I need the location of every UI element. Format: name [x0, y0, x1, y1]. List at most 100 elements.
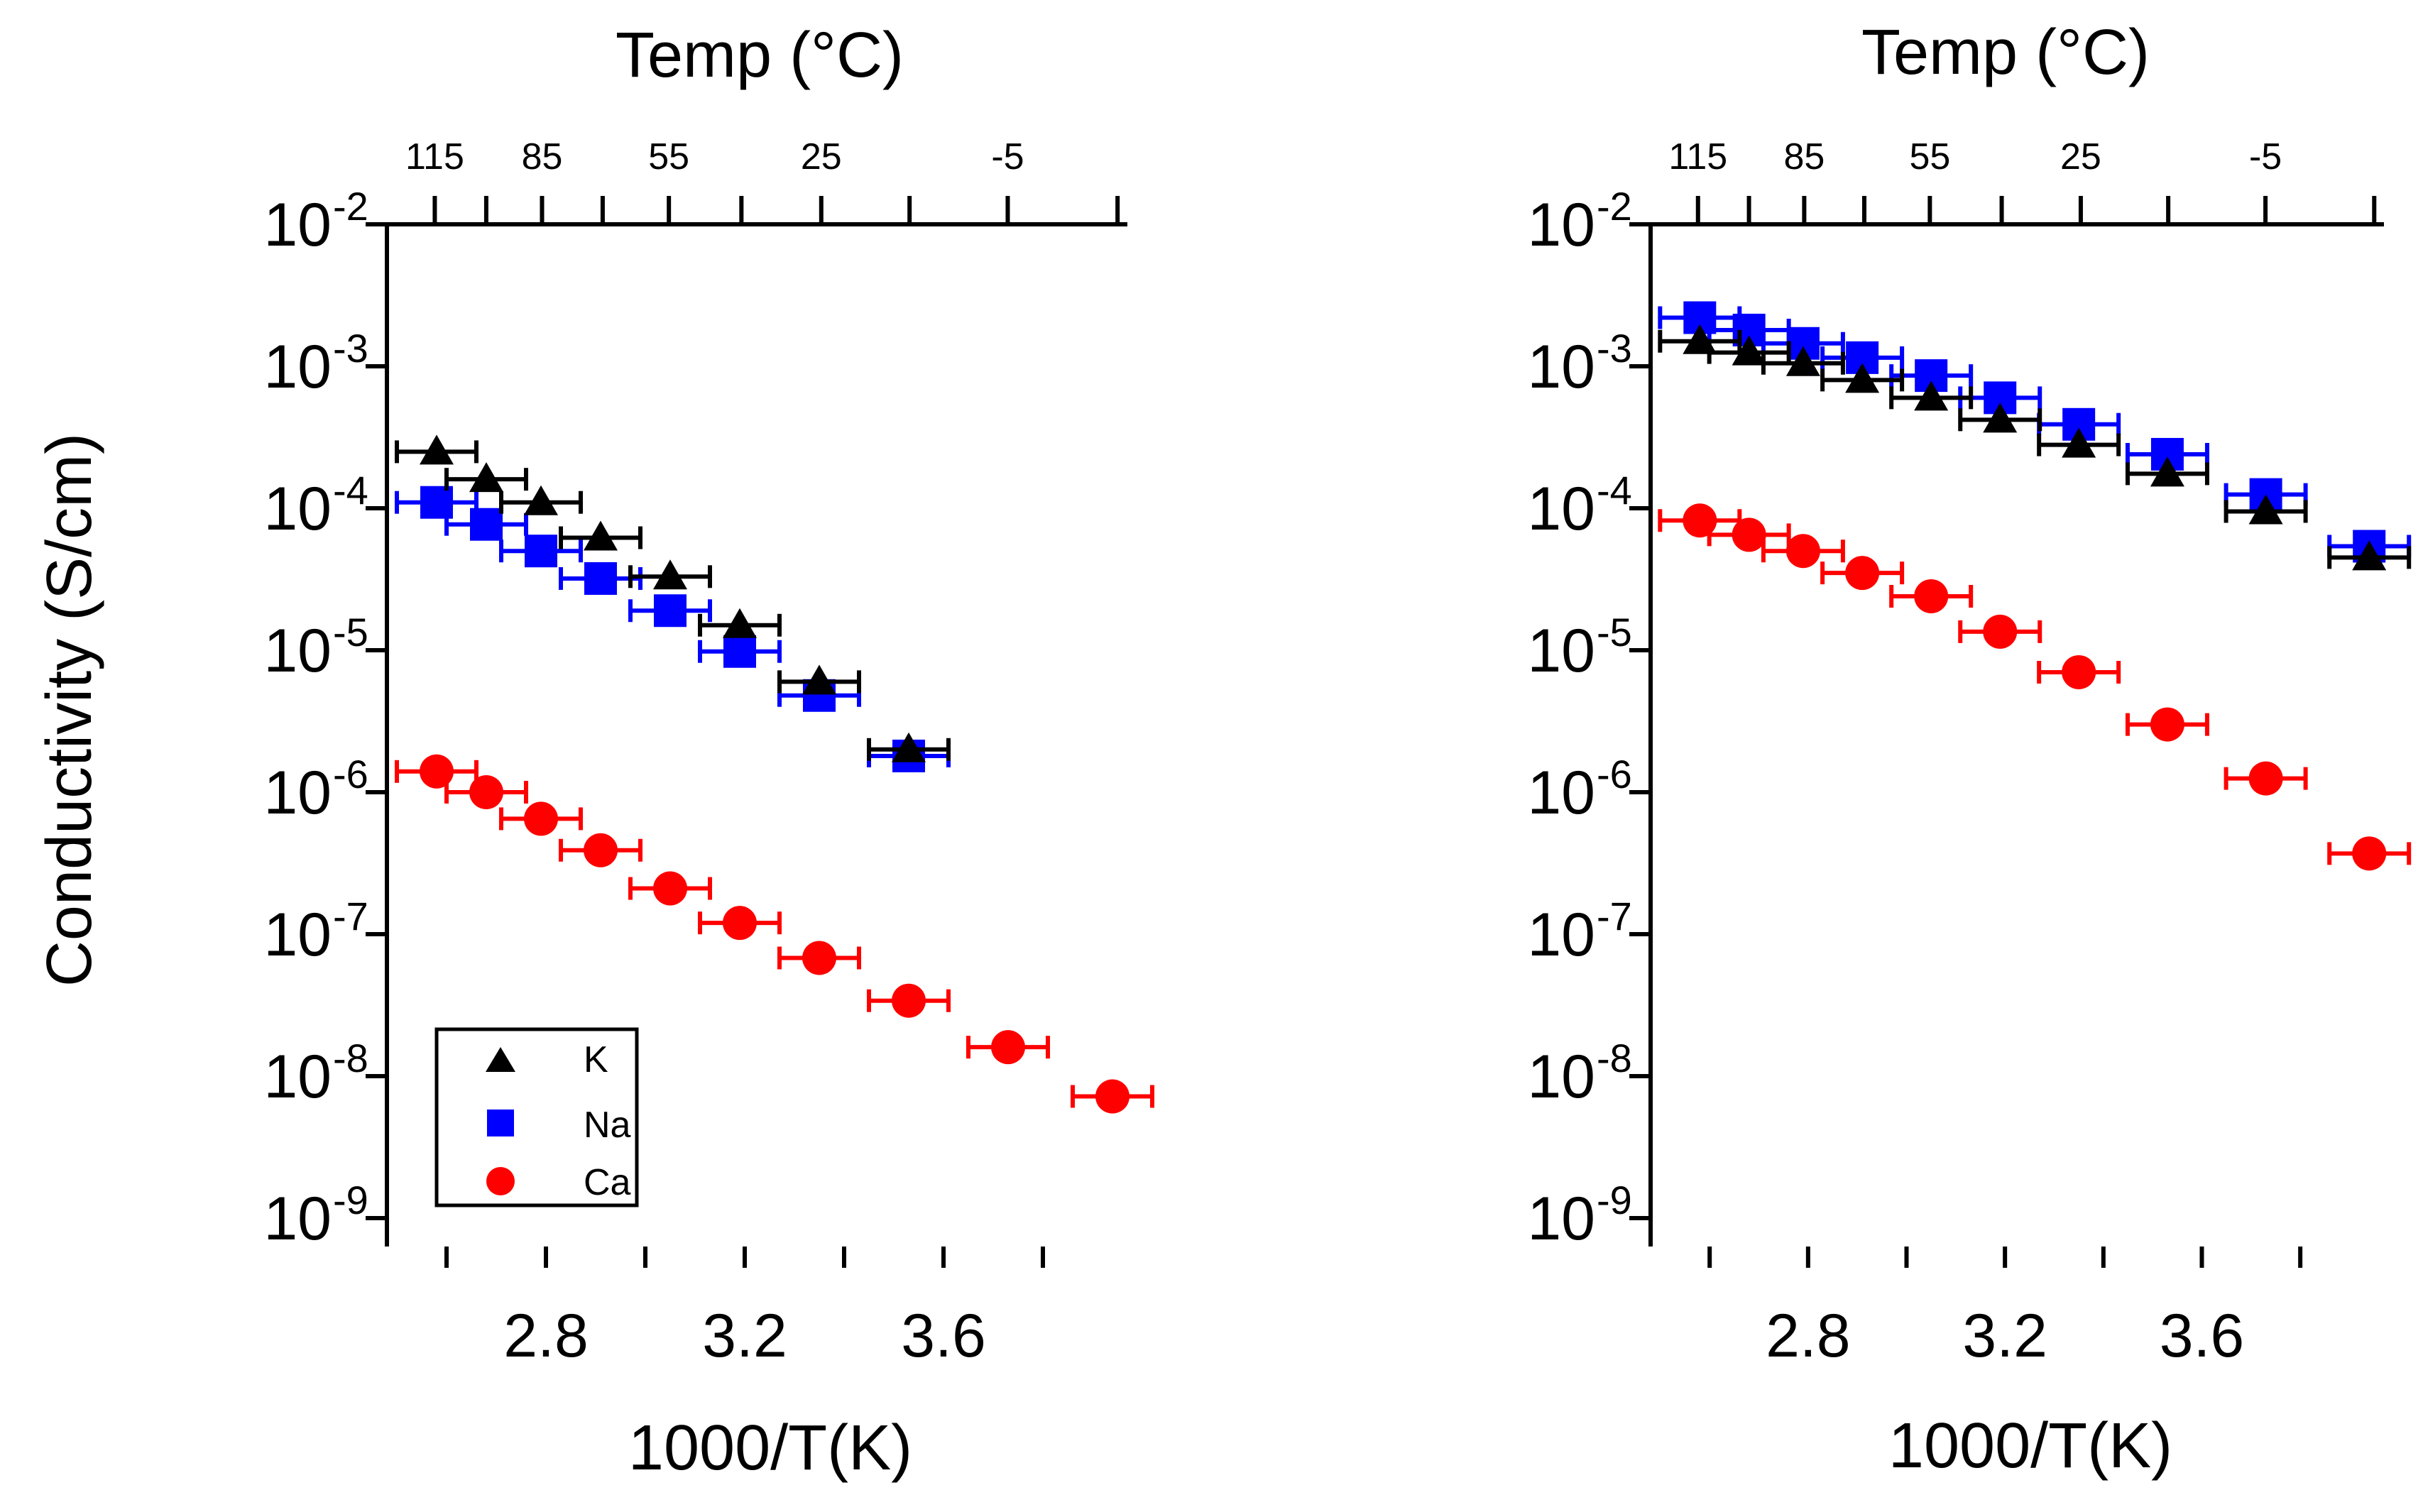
left-ca-point: [420, 754, 454, 789]
right-y-tick-exponent: -7: [1597, 894, 1632, 938]
legend-ca-label: Ca: [584, 1162, 631, 1203]
left-y-tick-label: 10: [263, 191, 332, 259]
right-y-tick-exponent: -4: [1597, 468, 1632, 513]
legend-ca-marker: [486, 1167, 515, 1195]
left-y-tick-label: 10: [263, 617, 332, 685]
right-k-point: [1785, 346, 1820, 376]
left-y-tick-label: 10: [263, 901, 332, 969]
left-y-tick-label: 10: [263, 759, 332, 827]
right-ca-point: [1983, 614, 2018, 649]
left-y-tick-label: 10: [263, 475, 332, 543]
right-y-tick-label: 10: [1527, 1043, 1595, 1111]
right-ca-point: [1732, 517, 1766, 552]
right-k-point: [2062, 427, 2096, 458]
right-top-tick-label: 25: [2060, 136, 2101, 177]
right-y-tick-label: 10: [1527, 901, 1595, 969]
right-k-point: [2248, 494, 2283, 525]
left-ca-point: [584, 833, 618, 867]
left-k-point: [653, 559, 687, 590]
right-k-point: [2150, 456, 2184, 487]
legend-k-marker: [486, 1047, 515, 1072]
right-y-tick-exponent: -3: [1597, 326, 1632, 371]
left-ca-point: [524, 801, 558, 836]
right-y-tick-label: 10: [1527, 475, 1595, 543]
legend-k-label: K: [584, 1039, 608, 1080]
right-top-tick-label: 115: [1668, 136, 1727, 177]
left-ca-point: [469, 775, 503, 809]
right-chart: 10-210-310-410-510-610-710-810 -92.8 3.2 3.…: [1527, 136, 2412, 1370]
left-y-tick-exponent: -2: [333, 184, 368, 229]
right-y-tick-exponent: -9: [1597, 1178, 1632, 1222]
left-y-tick-exponent: -7: [333, 894, 368, 938]
right-top-tick-label: 85: [1783, 136, 1825, 177]
left-na-point: [470, 508, 503, 541]
right-k-point: [2352, 540, 2387, 571]
left-k-point: [802, 664, 836, 695]
left-top-tick-label: 115: [405, 136, 464, 177]
left-top-tick-label: -5: [991, 136, 1024, 177]
right-y-tick-label: 10: [1527, 759, 1595, 827]
right-ca-point: [1683, 503, 1717, 538]
left-na-point: [525, 535, 557, 568]
left-ca-point: [1095, 1079, 1130, 1114]
left-x-tick-label: 2.8: [503, 1302, 589, 1370]
right-top-tick-label: 55: [1909, 136, 1950, 177]
right-y-tick-label: 10: [1527, 1185, 1595, 1253]
left-y-tick-exponent: -9: [333, 1178, 368, 1222]
right-x-tick-label: 2.8: [1766, 1302, 1851, 1370]
right-x-tick-label: 3.2: [1962, 1302, 2047, 1370]
left-top-tick-label: 85: [522, 136, 563, 177]
right-y-tick-exponent: -6: [1597, 752, 1632, 796]
left-y-tick-exponent: -5: [333, 610, 368, 654]
right-ca-point: [2150, 707, 2184, 742]
left-y-tick-label: 10: [263, 333, 332, 401]
left-k-point: [420, 434, 454, 465]
right-k-point: [1732, 335, 1766, 366]
left-ca-point: [892, 983, 926, 1018]
right-top-axis-title: Temp (°C): [1861, 17, 2150, 88]
left-y-tick-exponent: -6: [333, 752, 368, 796]
left-y-tick-label: 10: [263, 1185, 332, 1253]
right-y-tick-label: 10: [1527, 191, 1595, 259]
left-chart: 10-210-310-410-510-610-710-810 -92.8 3.2 3.…: [263, 136, 1154, 1370]
right-k-point: [1845, 363, 1880, 393]
right-k-point: [1983, 402, 2018, 433]
right-y-tick-exponent: -5: [1597, 610, 1632, 654]
left-ca-point: [991, 1030, 1025, 1065]
legend-box: [434, 1027, 639, 1207]
right-ca-point: [1845, 556, 1880, 591]
left-top-tick-label: 25: [801, 136, 842, 177]
left-na-point: [654, 594, 687, 628]
right-ca-point: [2062, 654, 2096, 689]
left-k-point: [584, 520, 618, 551]
left-top-axis-title: Temp (°C): [616, 20, 904, 91]
right-x-tick-label: 3.6: [2160, 1302, 2245, 1370]
left-ca-point: [802, 941, 836, 975]
left-na-point: [584, 561, 617, 595]
left-k-point: [723, 608, 757, 638]
right-top-tick-label: -5: [2249, 136, 2282, 177]
left-y-tick-exponent: -3: [333, 326, 368, 371]
right-y-tick-label: 10: [1527, 617, 1595, 685]
left-x-tick-label: 3.6: [901, 1302, 986, 1370]
right-y-tick-label: 10: [1527, 333, 1595, 401]
legend: K Na Ca: [434, 1027, 639, 1207]
left-x-axis-title: 1000/T(K): [628, 1413, 912, 1484]
left-k-point: [469, 462, 503, 493]
left-k-point: [892, 732, 926, 762]
left-ca-point: [723, 906, 757, 941]
legend-na-marker: [487, 1110, 514, 1136]
left-top-tick-label: 55: [648, 136, 689, 177]
right-y-tick-exponent: -8: [1597, 1036, 1632, 1080]
right-y-tick-exponent: -2: [1597, 184, 1632, 229]
left-k-point: [524, 485, 558, 515]
left-na-point: [723, 635, 756, 668]
left-ca-point: [653, 871, 687, 906]
right-k-point: [1914, 380, 1949, 411]
left-y-tick-label: 10: [263, 1043, 332, 1111]
left-y-tick-exponent: -4: [333, 468, 368, 513]
right-ca-point: [1914, 579, 1949, 613]
right-x-axis-title: 1000/T(K): [1888, 1410, 2172, 1481]
left-x-tick-label: 3.2: [702, 1302, 787, 1370]
